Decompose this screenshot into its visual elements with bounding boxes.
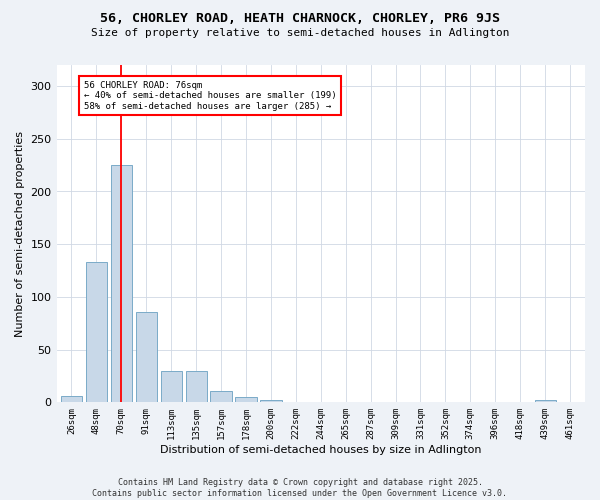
Y-axis label: Number of semi-detached properties: Number of semi-detached properties (15, 130, 25, 336)
Bar (235, 397, 257, 402)
Bar (185, 370, 207, 402)
X-axis label: Distribution of semi-detached houses by size in Adlington: Distribution of semi-detached houses by … (160, 445, 482, 455)
Bar (535, 400, 556, 402)
Bar (61, 396, 82, 402)
Bar (161, 370, 182, 402)
Bar (111, 165, 132, 402)
Text: 56, CHORLEY ROAD, HEATH CHARNOCK, CHORLEY, PR6 9JS: 56, CHORLEY ROAD, HEATH CHARNOCK, CHORLE… (100, 12, 500, 26)
Bar (260, 400, 281, 402)
Text: Contains HM Land Registry data © Crown copyright and database right 2025.
Contai: Contains HM Land Registry data © Crown c… (92, 478, 508, 498)
Bar (86, 262, 107, 402)
Text: 56 CHORLEY ROAD: 76sqm
← 40% of semi-detached houses are smaller (199)
58% of se: 56 CHORLEY ROAD: 76sqm ← 40% of semi-det… (84, 81, 337, 110)
Bar (136, 312, 157, 402)
Text: Size of property relative to semi-detached houses in Adlington: Size of property relative to semi-detach… (91, 28, 509, 38)
Bar (211, 390, 232, 402)
